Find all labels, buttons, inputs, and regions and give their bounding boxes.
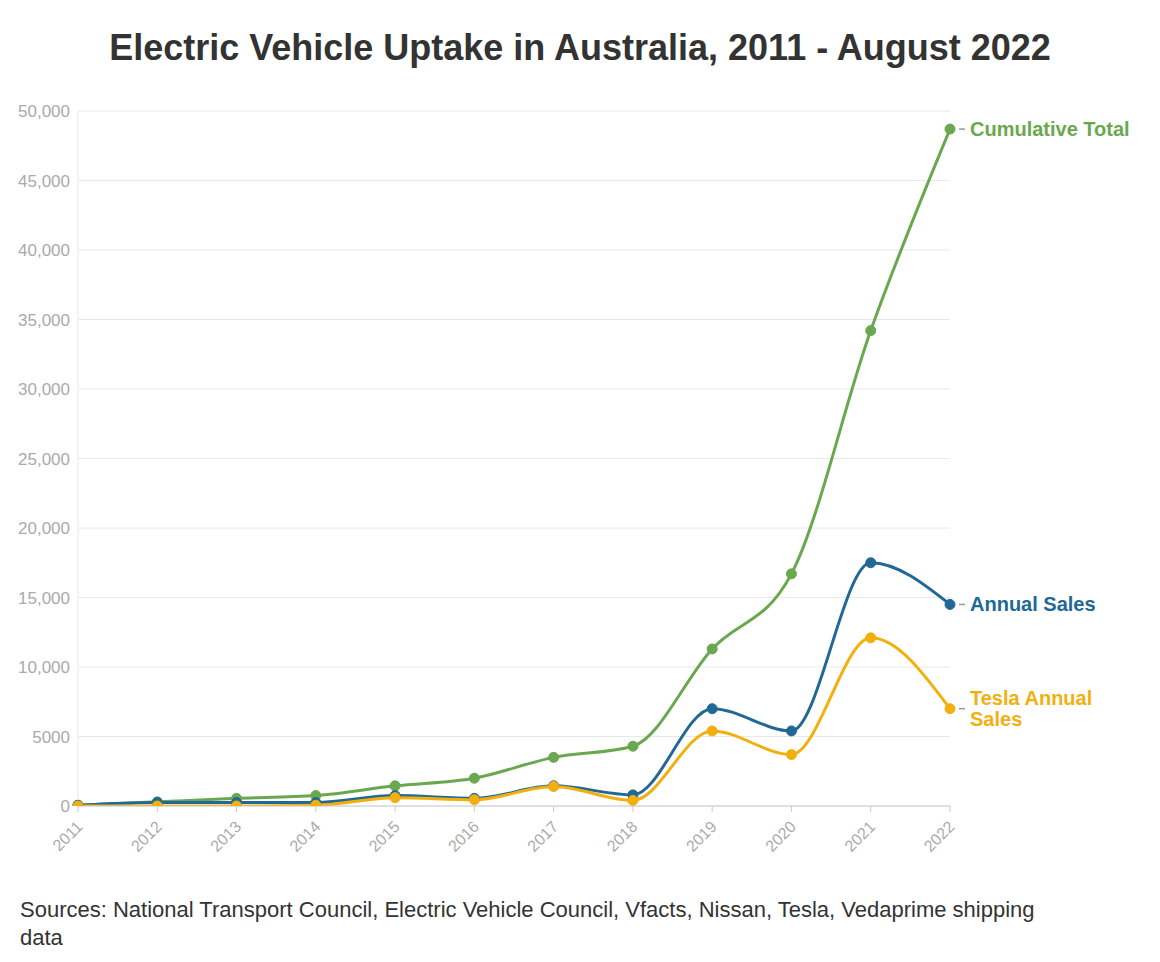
svg-text:2011: 2011 <box>49 818 85 854</box>
svg-text:2014: 2014 <box>286 818 323 855</box>
html-text:Electric Vehicle Uptake in Aus: Electric Vehicle Uptake in Australia, 20… <box>109 27 1051 68</box>
svg-text:20,000: 20,000 <box>18 519 70 538</box>
svg-text:2016: 2016 <box>445 818 482 855</box>
svg-text:5000: 5000 <box>32 728 70 747</box>
svg-text:2020: 2020 <box>762 818 799 855</box>
svg-text:Tesla Annual: Tesla Annual <box>970 687 1092 709</box>
svg-text:2015: 2015 <box>366 818 403 855</box>
svg-text:10,000: 10,000 <box>18 658 70 677</box>
svg-text:50,000: 50,000 <box>18 102 70 121</box>
svg-text:2017: 2017 <box>524 818 561 855</box>
svg-text:2012: 2012 <box>128 818 165 855</box>
svg-text:15,000: 15,000 <box>18 589 70 608</box>
svg-text:2022: 2022 <box>921 818 958 855</box>
html-text:Sources: National Transport Co: Sources: National Transport Council, Ele… <box>20 897 1035 950</box>
svg-text:Sales: Sales <box>970 708 1022 730</box>
svg-text:40,000: 40,000 <box>18 241 70 260</box>
svg-text:2013: 2013 <box>207 818 244 855</box>
svg-text:30,000: 30,000 <box>18 380 70 399</box>
svg-text:Annual Sales: Annual Sales <box>970 593 1096 615</box>
svg-text:45,000: 45,000 <box>18 172 70 191</box>
svg-text:35,000: 35,000 <box>18 311 70 330</box>
svg-text:25,000: 25,000 <box>18 450 70 469</box>
svg-text:0: 0 <box>61 797 70 816</box>
svg-text:2021: 2021 <box>841 818 878 855</box>
svg-text:2019: 2019 <box>683 818 720 855</box>
svg-text:2018: 2018 <box>603 818 640 855</box>
svg-text:Cumulative Total: Cumulative Total <box>970 118 1130 140</box>
